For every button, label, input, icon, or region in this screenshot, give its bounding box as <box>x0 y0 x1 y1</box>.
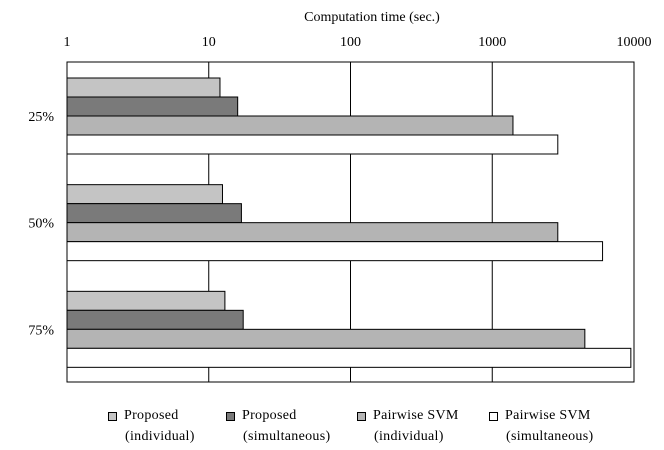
bar <box>66 241 604 262</box>
legend-label: Proposed <box>124 408 179 423</box>
legend-label: Pairwise SVM <box>505 408 591 423</box>
plot-frame <box>66 61 635 383</box>
legend-swatch <box>489 412 498 421</box>
legend: Proposed (individual) Proposed (simultaneou… <box>0 408 664 450</box>
bar <box>66 309 244 330</box>
x-tick-label: 10000 <box>617 35 652 50</box>
category-label: 50% <box>28 217 54 232</box>
legend-sublabel: (simultaneous) <box>506 429 594 444</box>
x-tick-label: 1 <box>64 35 71 50</box>
legend-label: Pairwise SVM <box>373 408 459 423</box>
chart-title: Computation time (sec.) <box>304 10 440 25</box>
chart: Computation time (sec.) 1 10 100 1000 10000 … <box>28 10 652 383</box>
legend-sublabel: (simultaneous) <box>243 429 331 444</box>
legend-label: Proposed <box>242 408 297 423</box>
legend-sublabel: (individual) <box>125 429 195 444</box>
legend-swatch <box>226 412 235 421</box>
bar <box>66 77 221 98</box>
bar <box>66 115 514 136</box>
legend-swatch <box>108 412 117 421</box>
x-tick-label: 1000 <box>478 35 506 50</box>
bar <box>66 134 559 155</box>
bar <box>66 347 632 368</box>
legend-sublabel: (individual) <box>374 429 444 444</box>
x-tick-label: 10 <box>202 35 216 50</box>
x-tick-label: 100 <box>340 35 361 50</box>
bar <box>66 328 586 349</box>
category-label: 25% <box>28 110 54 125</box>
bar <box>66 203 242 224</box>
legend-swatch <box>357 412 366 421</box>
bar <box>66 96 239 117</box>
bar <box>66 222 559 243</box>
category-label: 75% <box>28 323 54 338</box>
bar <box>66 290 226 311</box>
bar <box>66 184 223 205</box>
